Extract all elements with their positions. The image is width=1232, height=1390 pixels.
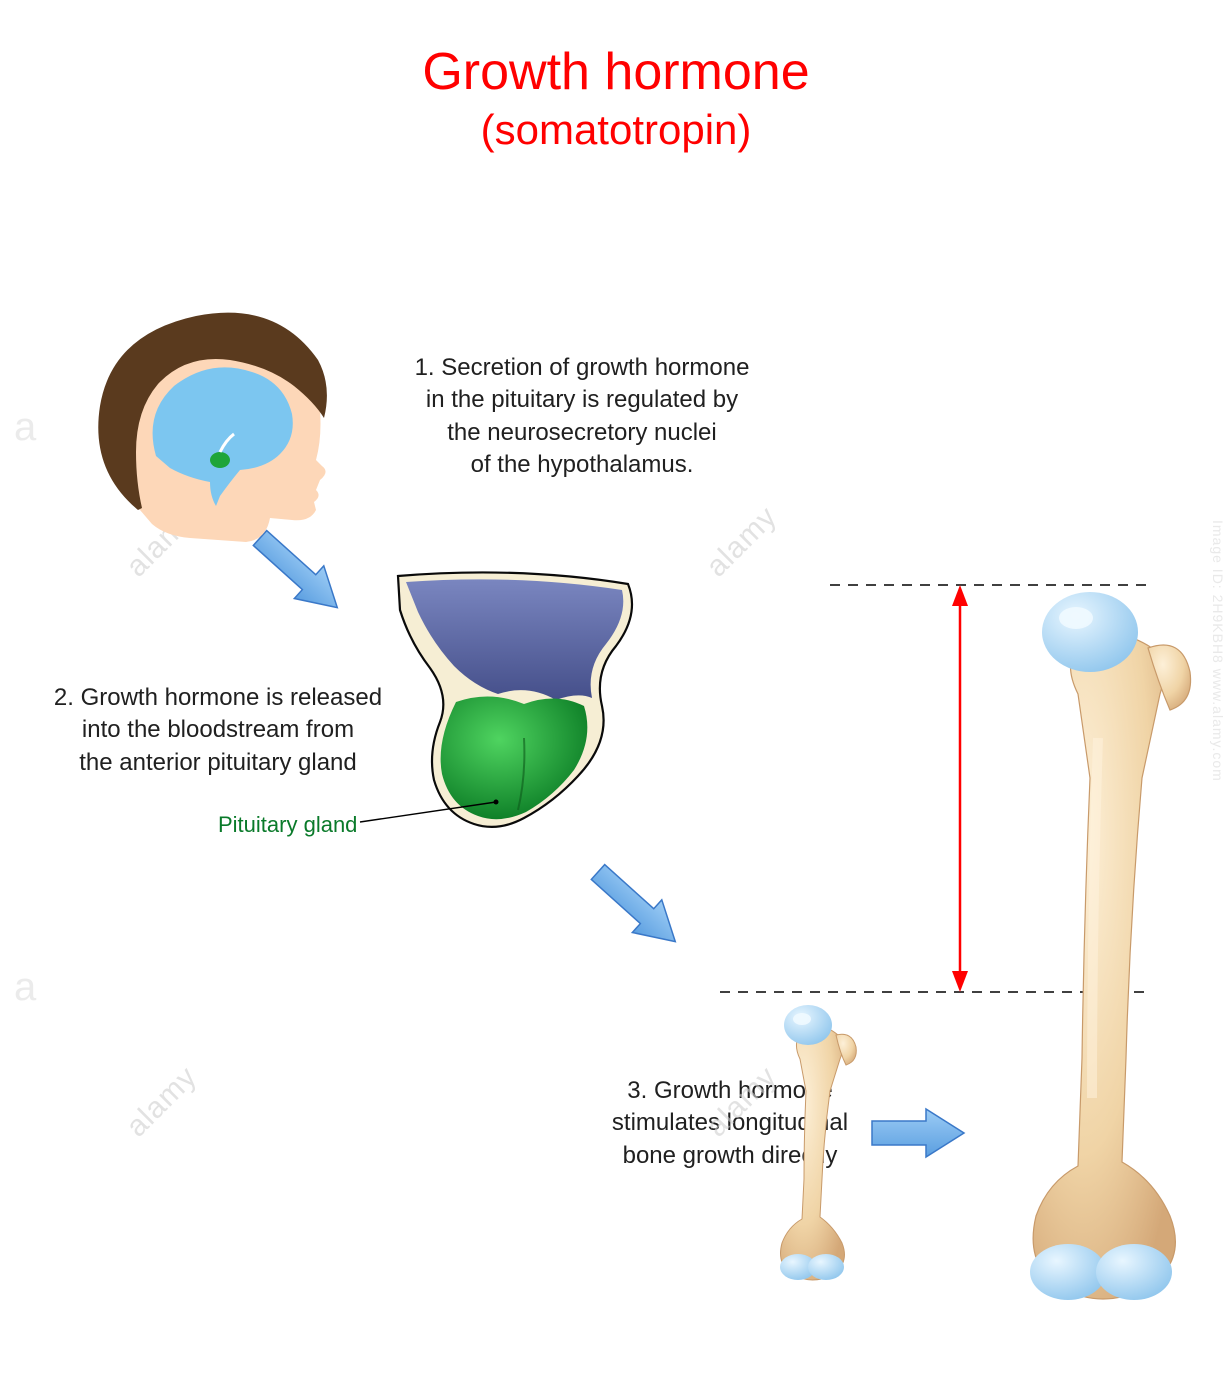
growth-arrow — [952, 585, 968, 992]
diagram-canvas: a a — [0, 0, 1232, 1390]
arrow-1 — [245, 522, 352, 624]
bone-small — [780, 1005, 856, 1280]
svg-text:a: a — [14, 965, 37, 1009]
bone-large — [1030, 592, 1191, 1300]
arrow-2 — [583, 856, 690, 958]
watermark-edge: a — [14, 405, 37, 449]
head-illustration — [98, 313, 327, 542]
arrow-3 — [872, 1109, 964, 1157]
gland-illustration — [360, 572, 632, 826]
